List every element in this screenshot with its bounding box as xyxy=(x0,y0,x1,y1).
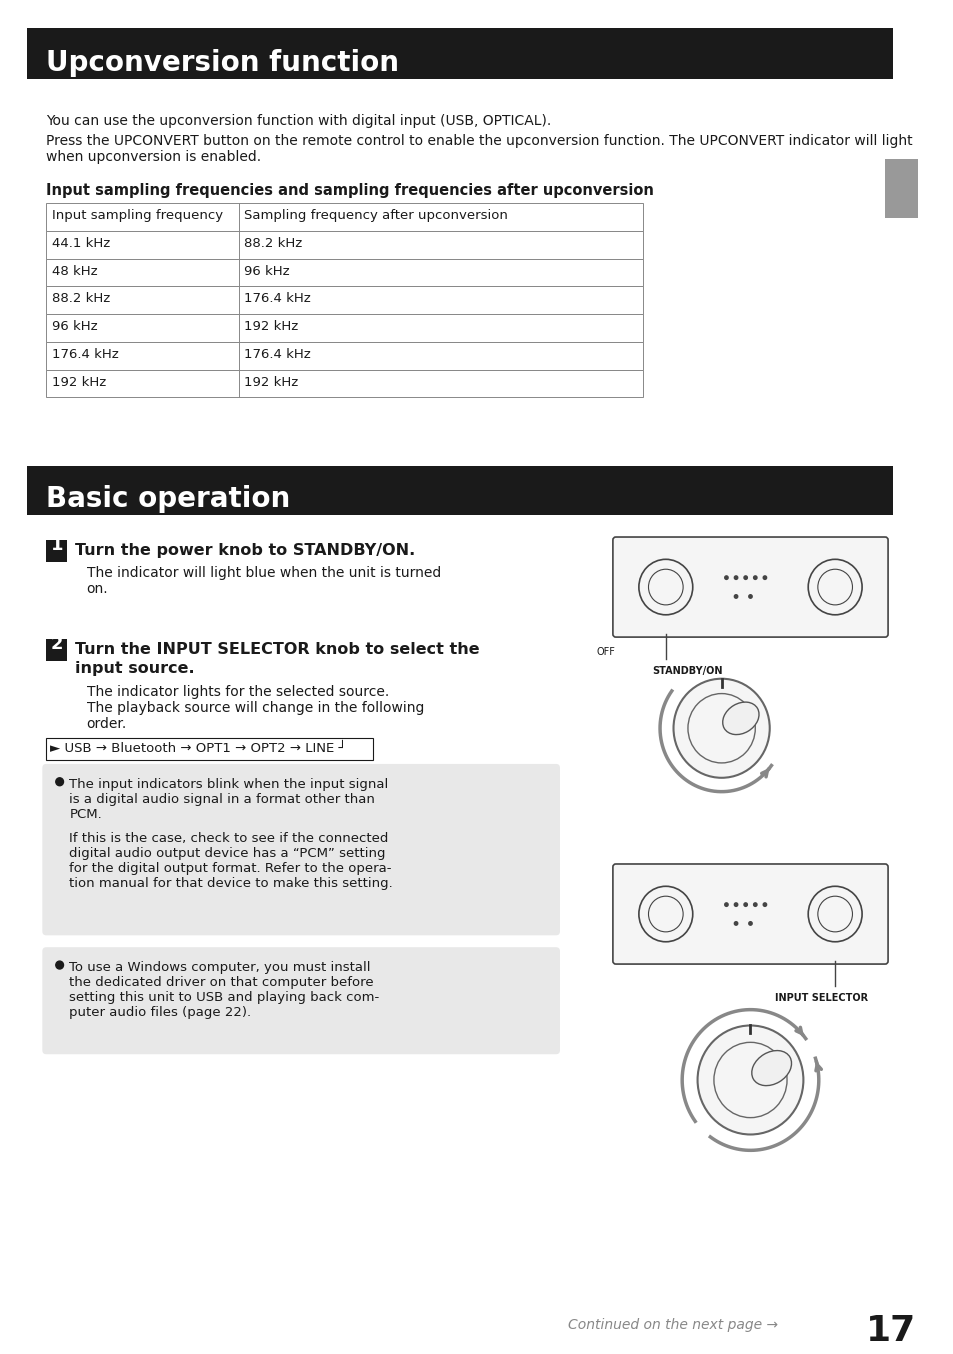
Circle shape xyxy=(747,594,752,598)
Text: 17: 17 xyxy=(865,1313,915,1347)
FancyBboxPatch shape xyxy=(42,764,559,936)
FancyBboxPatch shape xyxy=(42,948,559,1055)
Text: Continued on the next page →: Continued on the next page → xyxy=(567,1317,777,1332)
Text: The playback source will change in the following
order.: The playback source will change in the f… xyxy=(87,700,423,731)
Circle shape xyxy=(673,678,769,777)
Text: 192 kHz: 192 kHz xyxy=(244,320,298,333)
FancyBboxPatch shape xyxy=(612,864,887,964)
Text: Input sampling frequency: Input sampling frequency xyxy=(51,209,223,222)
Bar xyxy=(46,286,642,314)
Circle shape xyxy=(747,921,752,926)
Circle shape xyxy=(713,1043,786,1117)
Text: 2: 2 xyxy=(51,635,63,653)
Text: 96 kHz: 96 kHz xyxy=(244,264,290,278)
Ellipse shape xyxy=(751,1051,791,1086)
Text: STANDBY/ON: STANDBY/ON xyxy=(652,666,722,676)
Circle shape xyxy=(648,896,682,932)
Bar xyxy=(46,259,642,286)
Circle shape xyxy=(807,559,862,615)
Text: Turn the INPUT SELECTOR knob to select the: Turn the INPUT SELECTOR knob to select t… xyxy=(75,642,479,657)
Text: ► USB → Bluetooth → OPT1 → OPT2 → LINE ┘: ► USB → Bluetooth → OPT1 → OPT2 → LINE ┘ xyxy=(50,742,346,756)
Bar xyxy=(46,370,642,397)
Text: Turn the power knob to STANDBY/ON.: Turn the power knob to STANDBY/ON. xyxy=(75,543,415,558)
Text: The indicator will light blue when the unit is turned
on.: The indicator will light blue when the u… xyxy=(87,566,440,596)
Bar xyxy=(27,27,892,80)
Circle shape xyxy=(752,575,757,580)
Circle shape xyxy=(733,902,738,907)
Text: 96 kHz: 96 kHz xyxy=(51,320,97,333)
Circle shape xyxy=(733,594,738,598)
Text: 176.4 kHz: 176.4 kHz xyxy=(244,348,311,360)
Text: You can use the upconversion function with digital input (USB, OPTICAL).: You can use the upconversion function wi… xyxy=(46,114,551,127)
Text: 176.4 kHz: 176.4 kHz xyxy=(51,348,118,360)
Text: 176.4 kHz: 176.4 kHz xyxy=(244,292,311,305)
Bar xyxy=(46,540,68,562)
Circle shape xyxy=(723,902,728,907)
Text: 44.1 kHz: 44.1 kHz xyxy=(51,237,111,249)
Text: Basic operation: Basic operation xyxy=(46,485,290,513)
Circle shape xyxy=(742,575,747,580)
Bar xyxy=(46,639,68,661)
Text: Input sampling frequencies and sampling frequencies after upconversion: Input sampling frequencies and sampling … xyxy=(46,183,654,198)
Circle shape xyxy=(55,961,64,969)
FancyBboxPatch shape xyxy=(612,538,887,638)
Text: Upconversion function: Upconversion function xyxy=(46,49,398,77)
Text: The input indicators blink when the input signal
is a digital audio signal in a : The input indicators blink when the inpu… xyxy=(70,777,388,821)
Circle shape xyxy=(648,569,682,605)
Text: 88.2 kHz: 88.2 kHz xyxy=(51,292,111,305)
Bar xyxy=(46,203,642,232)
Text: The indicator lights for the selected source.: The indicator lights for the selected so… xyxy=(87,685,389,699)
Circle shape xyxy=(687,693,755,762)
Circle shape xyxy=(55,777,64,785)
Circle shape xyxy=(723,575,728,580)
Text: To use a Windows computer, you must install
the dedicated driver on that compute: To use a Windows computer, you must inst… xyxy=(70,961,379,1020)
Bar xyxy=(46,232,642,259)
Ellipse shape xyxy=(722,703,759,735)
Circle shape xyxy=(697,1025,802,1135)
Text: 192 kHz: 192 kHz xyxy=(51,375,106,389)
Circle shape xyxy=(733,921,738,926)
Bar xyxy=(884,158,917,218)
Bar xyxy=(27,466,892,516)
Circle shape xyxy=(639,887,692,942)
Circle shape xyxy=(639,559,692,615)
Circle shape xyxy=(752,902,757,907)
Circle shape xyxy=(807,887,862,942)
Bar xyxy=(46,341,642,370)
Text: 48 kHz: 48 kHz xyxy=(51,264,97,278)
Circle shape xyxy=(742,902,747,907)
Circle shape xyxy=(761,902,766,907)
Text: 88.2 kHz: 88.2 kHz xyxy=(244,237,302,249)
Text: If this is the case, check to see if the connected
digital audio output device h: If this is the case, check to see if the… xyxy=(70,833,393,891)
Text: input source.: input source. xyxy=(75,661,194,676)
Circle shape xyxy=(817,896,852,932)
Text: 1: 1 xyxy=(51,536,63,554)
Text: Press the UPCONVERT button on the remote control to enable the upconversion func: Press the UPCONVERT button on the remote… xyxy=(46,134,912,164)
Bar xyxy=(46,314,642,341)
Circle shape xyxy=(817,569,852,605)
Text: INPUT SELECTOR: INPUT SELECTOR xyxy=(774,992,867,1003)
FancyBboxPatch shape xyxy=(46,738,373,760)
Circle shape xyxy=(761,575,766,580)
Circle shape xyxy=(733,575,738,580)
Text: OFF: OFF xyxy=(596,647,615,657)
Text: Sampling frequency after upconversion: Sampling frequency after upconversion xyxy=(244,209,508,222)
Text: 192 kHz: 192 kHz xyxy=(244,375,298,389)
